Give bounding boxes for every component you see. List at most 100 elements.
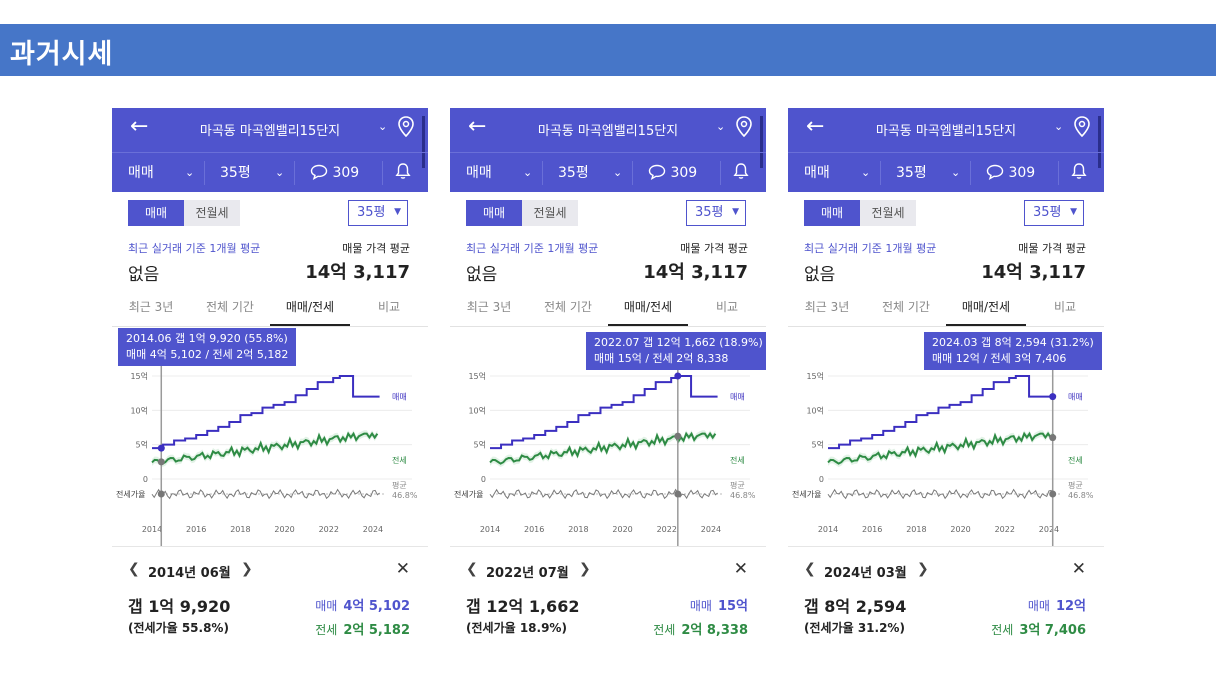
- chevron-right-icon[interactable]: ❯: [579, 561, 591, 577]
- arrow-left-icon[interactable]: ←: [130, 114, 149, 139]
- chevron-down-icon[interactable]: ⌄: [275, 166, 285, 179]
- size-dropdown[interactable]: 35평 ▼: [686, 200, 746, 226]
- price-chart[interactable]: 15억 10억 5억 0 2014 2016 2018 2020 2022 2024 매매전세전세가…: [112, 326, 428, 546]
- chevron-down-icon[interactable]: ⌄: [613, 166, 623, 179]
- tab-recent-3y[interactable]: 최근 3년: [804, 300, 850, 314]
- location-pin-icon[interactable]: [1074, 116, 1090, 142]
- toggle-rent[interactable]: 전월세: [195, 206, 229, 220]
- tooltip-line-2: 매매 15억 / 전세 2억 8,338: [594, 352, 729, 365]
- price-chart[interactable]: 15억 10억 5억 0 2014 2016 2018 2020 2022 2024 매매전세전세가…: [450, 326, 766, 546]
- x-tick-label: 2014: [142, 525, 162, 534]
- size-dropdown[interactable]: 35평 ▼: [348, 200, 408, 226]
- complex-name[interactable]: 마곡동 마곡엠밸리15단지: [537, 124, 679, 139]
- chevron-left-icon[interactable]: ❮: [804, 561, 816, 577]
- chevron-right-icon[interactable]: ❯: [917, 561, 929, 577]
- trade-type-select[interactable]: 매매: [466, 165, 492, 181]
- arrow-left-icon[interactable]: ←: [806, 114, 825, 139]
- jeonse-label: 전세: [991, 623, 1014, 637]
- x-tick-label: 2024: [701, 525, 721, 534]
- tab-all-period[interactable]: 전체 기간: [882, 300, 930, 314]
- listing-avg-value: 14억 3,117: [981, 262, 1086, 283]
- size-select[interactable]: 35평: [220, 165, 251, 181]
- caret-down-icon: ▼: [394, 207, 401, 217]
- recent-deal-label: 최근 실거래 기준 1개월 평균: [128, 242, 261, 255]
- chevron-left-icon[interactable]: ❮: [466, 561, 478, 577]
- x-tick-label: 2018: [568, 525, 588, 534]
- scrollbar[interactable]: [1098, 116, 1101, 168]
- size-dropdown[interactable]: 35평 ▼: [1024, 200, 1084, 226]
- tab-all-period[interactable]: 전체 기간: [544, 300, 592, 314]
- scrollbar[interactable]: [422, 116, 425, 168]
- toggle-rent[interactable]: 전월세: [533, 206, 567, 220]
- complex-name[interactable]: 마곡동 마곡엠밸리15단지: [875, 124, 1017, 139]
- sale-label: 매매: [1027, 599, 1050, 613]
- arrow-left-icon[interactable]: ←: [468, 114, 487, 139]
- complex-name[interactable]: 마곡동 마곡엠밸리15단지: [199, 124, 341, 139]
- size-select[interactable]: 35평: [558, 165, 589, 181]
- x-tick-label: 2024: [1039, 525, 1059, 534]
- chevron-down-icon[interactable]: ⌄: [1054, 120, 1064, 133]
- phone-screen: ← 마곡동 마곡엠밸리15단지 ⌄ 매매 ⌄ 35평 ⌄ 309: [788, 108, 1104, 638]
- location-pin-icon[interactable]: [398, 116, 414, 142]
- tab-recent-3y[interactable]: 최근 3년: [466, 300, 512, 314]
- tab-sale-jeonse[interactable]: 매매/전세: [946, 294, 1026, 326]
- period-tabs: 최근 3년 전체 기간 매매/전세 비교: [450, 294, 766, 327]
- tab-compare[interactable]: 비교: [1053, 300, 1077, 314]
- toggle-rent[interactable]: 전월세: [871, 206, 905, 220]
- sale-price: 매매 4억 5,102: [315, 595, 410, 614]
- y-tick-label: 0: [819, 475, 824, 484]
- recent-deal-value: 없음: [804, 265, 836, 285]
- scrollbar[interactable]: [760, 116, 763, 168]
- tab-compare[interactable]: 비교: [377, 300, 401, 314]
- tab-recent-3y[interactable]: 최근 3년: [128, 300, 174, 314]
- size-dropdown-value: 35평: [1033, 205, 1062, 220]
- size-select[interactable]: 35평: [896, 165, 927, 181]
- comments-button[interactable]: 309: [648, 153, 697, 193]
- deal-type-toggle: 매매 전월세: [128, 200, 240, 226]
- chevron-down-icon[interactable]: ⌄: [716, 120, 726, 133]
- chevron-right-icon[interactable]: ❯: [241, 561, 253, 577]
- y-tick-label: 0: [143, 475, 148, 484]
- chevron-down-icon[interactable]: ⌄: [951, 166, 961, 179]
- filter-bar: 매매 ⌄ 35평 ⌄ 309: [450, 152, 766, 193]
- tab-sale-jeonse[interactable]: 매매/전세: [608, 294, 688, 326]
- speech-bubble-icon: [648, 164, 666, 180]
- chevron-down-icon[interactable]: ⌄: [861, 166, 871, 179]
- toggle-sale[interactable]: 매매: [128, 200, 184, 226]
- close-icon[interactable]: ✕: [1071, 559, 1086, 579]
- bell-icon[interactable]: [1071, 153, 1087, 193]
- listing-avg-value: 14억 3,117: [305, 262, 410, 283]
- close-icon[interactable]: ✕: [733, 559, 748, 579]
- chevron-down-icon[interactable]: ⌄: [378, 120, 388, 133]
- chevron-left-icon[interactable]: ❮: [128, 561, 140, 577]
- toggle-sale[interactable]: 매매: [466, 200, 522, 226]
- sale-series-label: 매매: [392, 393, 407, 402]
- jeonse-label: 전세: [315, 623, 338, 637]
- x-tick-label: 2022: [995, 525, 1015, 534]
- x-tick-label: 2014: [480, 525, 500, 534]
- sale-value: 12억: [1055, 599, 1086, 614]
- chevron-down-icon[interactable]: ⌄: [185, 166, 195, 179]
- close-icon[interactable]: ✕: [395, 559, 410, 579]
- filter-bar: 매매 ⌄ 35평 ⌄ 309: [788, 152, 1104, 193]
- location-pin-icon[interactable]: [736, 116, 752, 142]
- trade-type-select[interactable]: 매매: [128, 165, 154, 181]
- comments-button[interactable]: 309: [986, 153, 1035, 193]
- bell-icon[interactable]: [395, 153, 411, 193]
- chart-tooltip: 2022.07 갭 12억 1,662 (18.9%) 매매 15억 / 전세 …: [586, 332, 766, 370]
- divider: [204, 161, 205, 185]
- trade-type-select[interactable]: 매매: [804, 165, 830, 181]
- price-chart[interactable]: 15억 10억 5억 0 2014 2016 2018 2020 2022 2024 매매전세전세가…: [788, 326, 1104, 546]
- tab-sale-jeonse[interactable]: 매매/전세: [270, 294, 350, 326]
- sale-series-line: [152, 375, 380, 450]
- toggle-sale[interactable]: 매매: [804, 200, 860, 226]
- comments-button[interactable]: 309: [310, 153, 359, 193]
- sale-label: 매매: [689, 599, 712, 613]
- bell-icon[interactable]: [733, 153, 749, 193]
- size-dropdown-value: 35평: [695, 205, 724, 220]
- tab-all-period[interactable]: 전체 기간: [206, 300, 254, 314]
- chevron-down-icon[interactable]: ⌄: [523, 166, 533, 179]
- y-tick-label: 5억: [474, 440, 486, 450]
- app-header: ← 마곡동 마곡엠밸리15단지 ⌄ 매매 ⌄ 35평 ⌄ 309: [112, 108, 428, 192]
- tab-compare[interactable]: 비교: [715, 300, 739, 314]
